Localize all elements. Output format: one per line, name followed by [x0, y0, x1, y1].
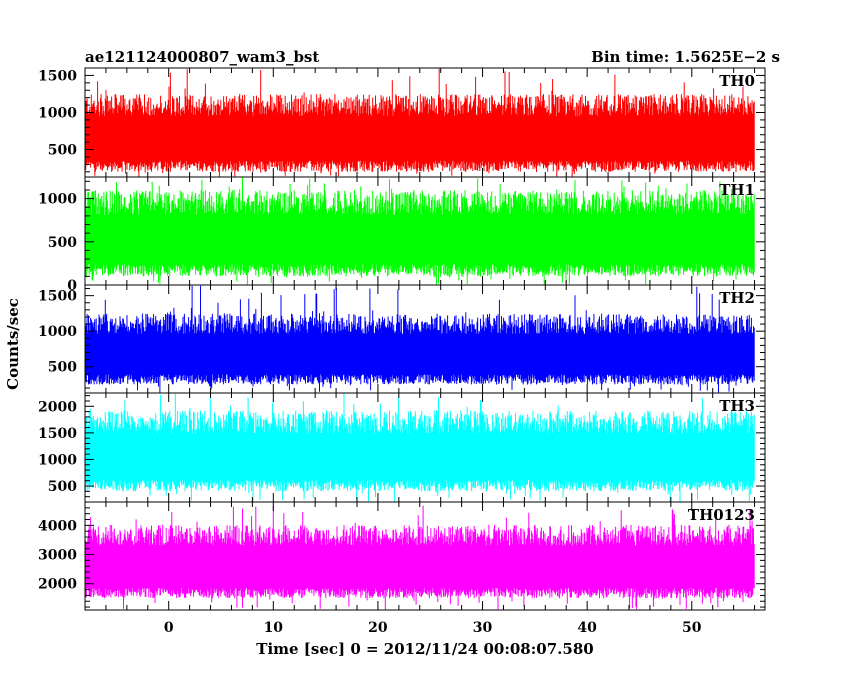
y-tick-label: 2000 — [38, 399, 77, 415]
bin-time-label: Bin time: 1.5625E−2 s — [591, 48, 780, 66]
panel-label-th1: TH1 — [719, 181, 755, 199]
y-tick-label: 1000 — [38, 452, 77, 468]
panel-th2: TH2 500 1000 1500 — [38, 284, 766, 394]
y-tick-label: 4000 — [38, 518, 77, 534]
y-tick-label: 0 — [67, 278, 77, 294]
y-tick-label: 500 — [48, 143, 77, 159]
panel-label-th0123: TH0123 — [688, 506, 755, 524]
y-tick-label: 1500 — [38, 68, 77, 84]
y-tick-label: 1000 — [38, 324, 77, 340]
x-tick-label: 20 — [368, 620, 388, 636]
panel-label-th3: TH3 — [719, 397, 755, 415]
y-tick-label: 3000 — [38, 548, 77, 564]
panel-th1: TH1 0 500 1000 — [38, 176, 766, 294]
series-th0 — [85, 68, 755, 177]
y-tick-label: 1000 — [38, 105, 77, 121]
panel-label-th0: TH0 — [719, 72, 755, 90]
chart-title: ae121124000807_wam3_bst — [85, 48, 319, 66]
y-tick-label: 1500 — [38, 426, 77, 442]
panel-th0123: TH0123 2000 3000 4000 — [38, 501, 766, 611]
y-tick-label: 1000 — [38, 192, 77, 208]
x-tick-label: 0 — [164, 620, 174, 636]
panel-label-th2: TH2 — [719, 289, 755, 307]
panels: TH050010001500TH105001000TH250010001500T… — [38, 67, 766, 611]
y-tick-label: 500 — [48, 235, 77, 251]
x-tick-label: 30 — [473, 620, 493, 636]
y-tick-label: 2000 — [38, 577, 77, 593]
series-th3 — [85, 393, 755, 502]
y-tick-label: 1500 — [38, 289, 77, 305]
x-axis-ticks: 0 10 20 30 40 50 — [164, 620, 702, 636]
x-axis-label: Time [sec] 0 = 2012/11/24 00:08:07.580 — [256, 640, 593, 658]
x-tick-label: 40 — [577, 620, 597, 636]
x-tick-label: 10 — [264, 620, 284, 636]
y-tick-label: 500 — [48, 479, 77, 495]
y-tick-label: 500 — [48, 360, 77, 376]
series-th1 — [85, 177, 755, 285]
panel-frame — [84, 501, 766, 611]
series-th2 — [85, 285, 755, 393]
panel-th0: TH0 500 1000 1500 — [38, 67, 766, 178]
y-axis-label: Counts/sec — [4, 298, 22, 390]
panel-th3: TH3 500 1000 1500 2000 — [38, 392, 766, 503]
x-tick-label: 50 — [682, 620, 702, 636]
series-th0123 — [85, 505, 755, 610]
